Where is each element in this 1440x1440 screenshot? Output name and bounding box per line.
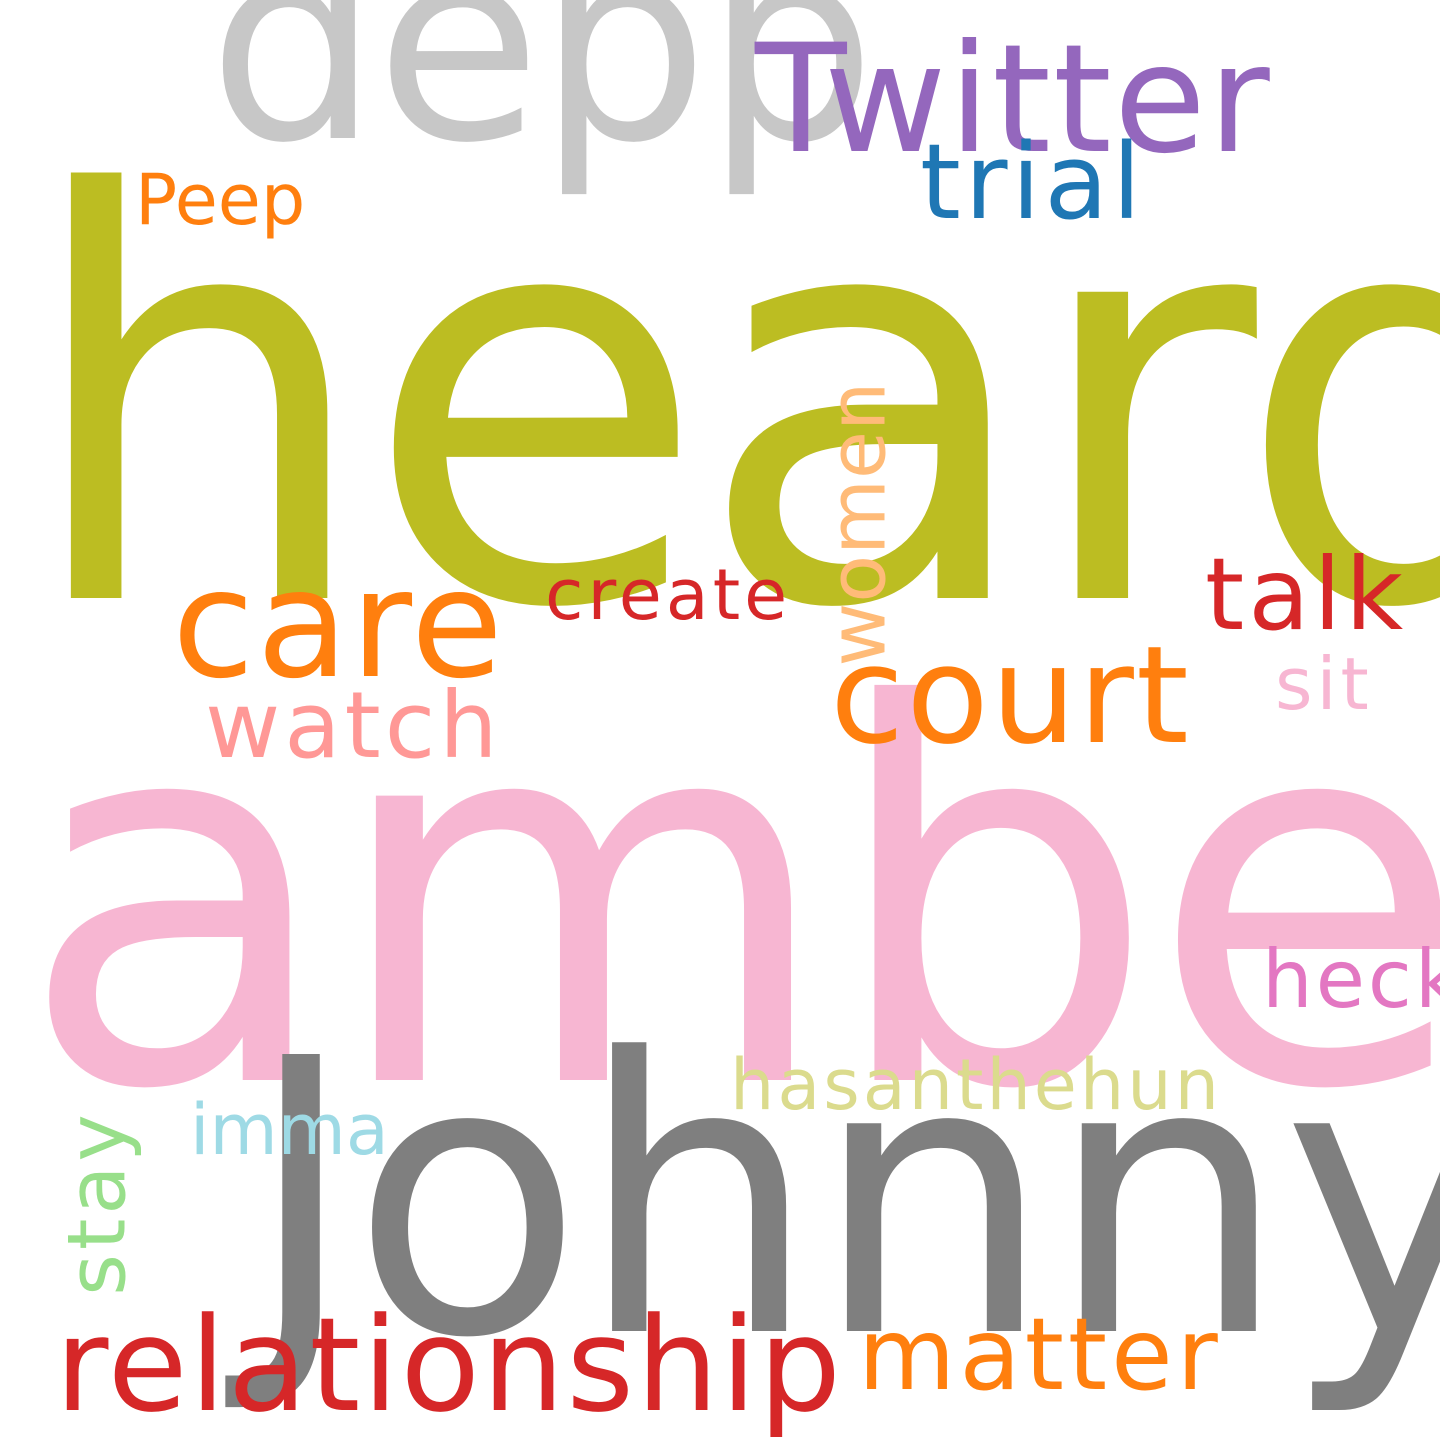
word-twitter: Twitter: [755, 13, 1272, 187]
word-create: create: [545, 554, 792, 636]
word-court: court: [830, 617, 1191, 774]
word-women: women: [813, 381, 904, 667]
word-hasanthehun: hasanthehun: [730, 1044, 1222, 1126]
word-watch: watch: [205, 672, 502, 779]
word-talk: talk: [1205, 536, 1408, 653]
word-sit: sit: [1275, 642, 1373, 726]
word-heard: heard: [20, 79, 1440, 731]
word-stay: stay: [50, 1110, 144, 1296]
word-relationship: relationship: [55, 1289, 844, 1440]
word-heck: heck: [1262, 933, 1440, 1026]
word-amber: amber: [18, 597, 1440, 1203]
word-care: care: [172, 538, 506, 712]
word-depp: depp: [208, 0, 876, 202]
word-trial: trial: [920, 121, 1146, 243]
word-imma: imma: [190, 1089, 389, 1171]
word-peep: Peep: [135, 159, 306, 241]
word-matter: matter: [858, 1296, 1222, 1413]
word-johnny: Johnny: [245, 978, 1440, 1421]
